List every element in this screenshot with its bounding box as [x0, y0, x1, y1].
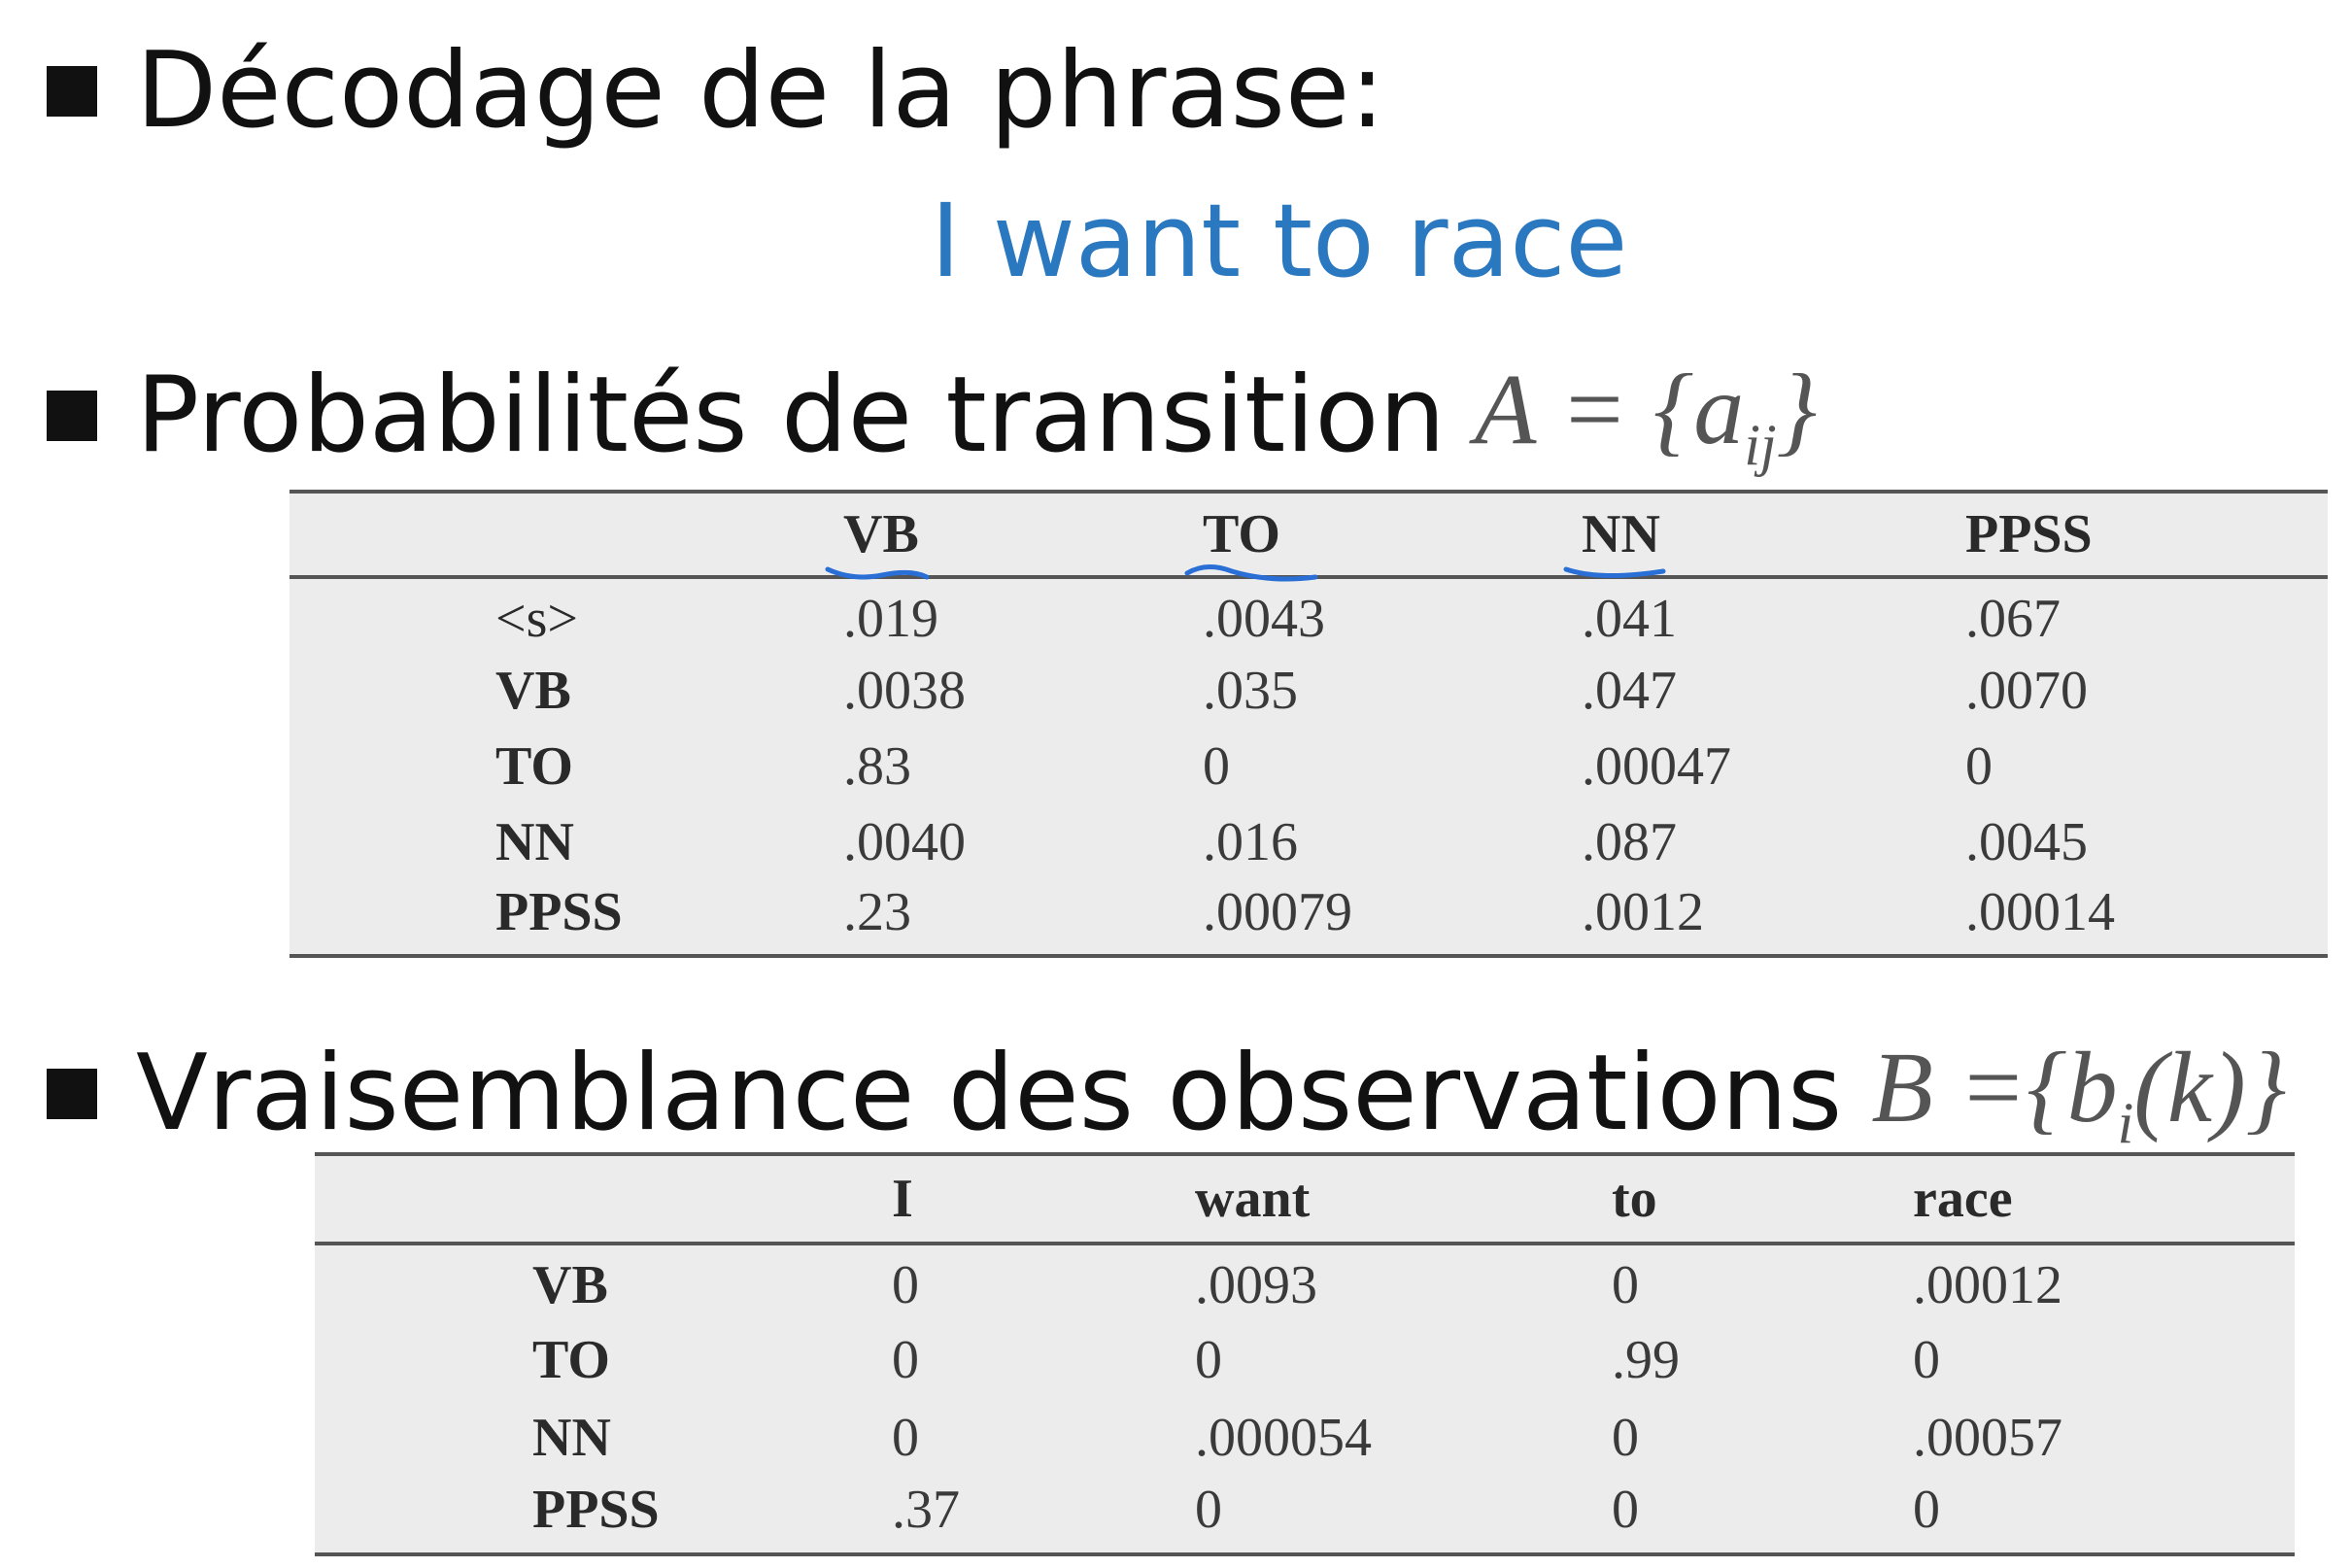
observation-heading-row: Vraisemblance des observations B ={bi(k)…	[47, 1030, 2286, 1157]
table-cell: .00014	[1965, 882, 2115, 942]
table-cell: 0	[1612, 1408, 1639, 1468]
header-want: want	[1195, 1169, 1311, 1229]
table-cell: 0	[892, 1255, 919, 1315]
bullet-square-icon	[47, 1068, 97, 1119]
header-to: TO	[1184, 492, 1582, 582]
table-cell: .0043	[1203, 589, 1325, 649]
transition-formula-main: A = {a	[1474, 354, 1745, 465]
table-row: NN 0 .000054 0 .00057	[315, 1399, 2295, 1477]
observation-formula-main: B ={b	[1871, 1032, 2118, 1143]
table-row: <s> .019 .0043 .041 .067	[290, 577, 2328, 653]
row-label: <s>	[495, 589, 578, 649]
bullet-square-icon	[47, 390, 97, 441]
row-label: NN	[532, 1408, 611, 1468]
transition-formula-subscript: ij	[1744, 413, 1777, 477]
row-label: TO	[532, 1330, 610, 1390]
table-cell: .067	[1965, 589, 2061, 649]
row-label: PPSS	[495, 882, 623, 942]
table-cell: 0	[1913, 1330, 1940, 1390]
observation-formula-subscript: i	[2117, 1091, 2134, 1155]
table-cell: .83	[843, 736, 911, 797]
header-nn: NN	[1563, 492, 1965, 579]
table-cell: .041	[1582, 589, 1677, 649]
table-cell: .37	[892, 1480, 960, 1540]
table-cell: .00047	[1582, 736, 1731, 797]
observation-table: I want to race VB 0 .0093 0 .00012 TO 0 …	[315, 1152, 2295, 1556]
transition-formula: A = {aij}	[1475, 352, 1817, 479]
table-row: PPSS .23 .00079 .0012 .00014	[290, 880, 2328, 956]
table-cell: .035	[1203, 661, 1298, 721]
table-row: TO .83 0 .00047 0	[290, 729, 2328, 804]
table-cell: .087	[1582, 812, 1677, 872]
header-label: TO	[1203, 504, 1280, 564]
header-i: I	[892, 1169, 913, 1229]
table-cell: 0	[1612, 1480, 1639, 1540]
table-cell: .00079	[1203, 882, 1352, 942]
table-cell: .00057	[1913, 1408, 2062, 1468]
table-cell: .0070	[1965, 661, 2088, 721]
header-to: to	[1612, 1169, 1657, 1229]
header-ppss: PPSS	[1965, 504, 2093, 564]
table-cell: 0	[1195, 1330, 1222, 1390]
row-label: VB	[532, 1255, 608, 1315]
table-row: VB .0038 .035 .047 .0070	[290, 653, 2328, 729]
row-label: NN	[495, 812, 574, 872]
table-header-row: I want to race	[315, 1154, 2295, 1244]
row-label: PPSS	[532, 1480, 660, 1540]
table-cell: 0	[1612, 1255, 1639, 1315]
table-cell: 0	[892, 1330, 919, 1390]
observation-heading: Vraisemblance des observations	[136, 1032, 1843, 1154]
table-cell: 0	[892, 1408, 919, 1468]
transition-formula-close: }	[1776, 354, 1818, 465]
table-cell: .99	[1612, 1330, 1680, 1390]
header-race: race	[1913, 1169, 2013, 1229]
header-corner	[315, 1154, 892, 1244]
decoding-heading-row: Décodage de la phrase:	[47, 39, 1385, 144]
table-cell: .0012	[1582, 882, 1704, 942]
table-cell: .0045	[1965, 812, 2088, 872]
bullet-square-icon	[47, 66, 97, 117]
table-cell: 0	[1913, 1480, 1940, 1540]
transition-heading: Probabilités de transition	[136, 354, 1446, 476]
table-cell: 0	[1195, 1480, 1222, 1540]
table-header-row: VB TO NN PPSS	[290, 492, 2328, 582]
table-row: VB 0 .0093 0 .00012	[315, 1244, 2295, 1321]
header-label: NN	[1582, 504, 1660, 564]
decoding-heading: Décodage de la phrase:	[136, 30, 1385, 152]
example-sentence: I want to race	[931, 182, 1628, 300]
table-cell: .0038	[843, 661, 966, 721]
row-label: TO	[495, 736, 573, 797]
table-cell: .0093	[1195, 1255, 1317, 1315]
table-cell: .047	[1582, 661, 1677, 721]
table-row: PPSS .37 0 0 0	[315, 1477, 2295, 1554]
table-cell: .000054	[1195, 1408, 1372, 1468]
observation-formula: B ={bi(k)}	[1871, 1030, 2286, 1157]
transition-heading-row: Probabilités de transition A = {aij}	[47, 352, 1817, 479]
header-label: VB	[843, 504, 919, 564]
table-cell: 0	[1965, 736, 1993, 797]
header-corner	[290, 492, 843, 577]
observation-formula-close: (k)}	[2133, 1032, 2287, 1143]
header-vb: VB	[825, 492, 1203, 580]
row-label: VB	[495, 661, 571, 721]
table-cell: .23	[843, 882, 911, 942]
table-cell: .00012	[1913, 1255, 2062, 1315]
transition-table: VB TO NN PPSS <s> .019	[290, 490, 2328, 958]
table-row: NN .0040 .016 .087 .0045	[290, 804, 2328, 880]
table-row: TO 0 0 .99 0	[315, 1321, 2295, 1399]
table-cell: .0040	[843, 812, 966, 872]
table-cell: 0	[1203, 736, 1230, 797]
table-cell: .016	[1203, 812, 1298, 872]
table-cell: .019	[843, 589, 938, 649]
